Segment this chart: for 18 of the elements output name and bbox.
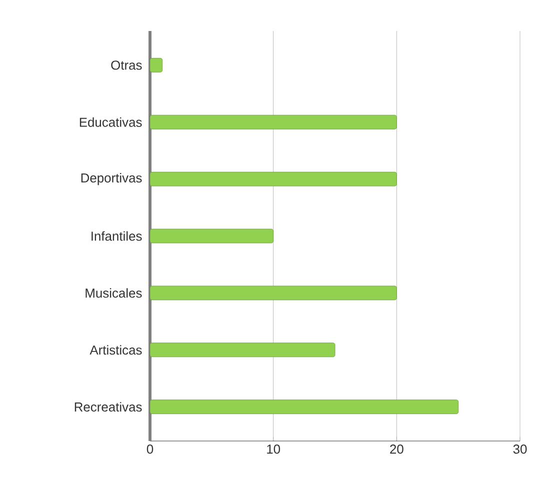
y-tick-label: Educativas <box>80 117 142 127</box>
x-tick-label: 30 <box>513 444 527 454</box>
bar <box>150 228 274 244</box>
bar <box>150 286 397 300</box>
bar <box>150 342 336 358</box>
y-tick-label: Infantiles <box>92 231 142 241</box>
x-tick-label: 20 <box>390 444 404 454</box>
x-tick-label: 10 <box>267 444 280 454</box>
bar <box>150 114 397 130</box>
y-tick-label: Deportivas <box>81 173 142 186</box>
y-tick-label: Otras <box>111 60 142 70</box>
bar <box>150 58 163 72</box>
y-tick-label: Musicales <box>86 288 142 298</box>
bar <box>150 172 397 186</box>
x-tick-label: 0 <box>146 444 154 454</box>
y-tick-label: Recreativas <box>74 402 142 412</box>
bar <box>150 400 459 414</box>
y-tick-label: Artisticas <box>90 345 142 355</box>
